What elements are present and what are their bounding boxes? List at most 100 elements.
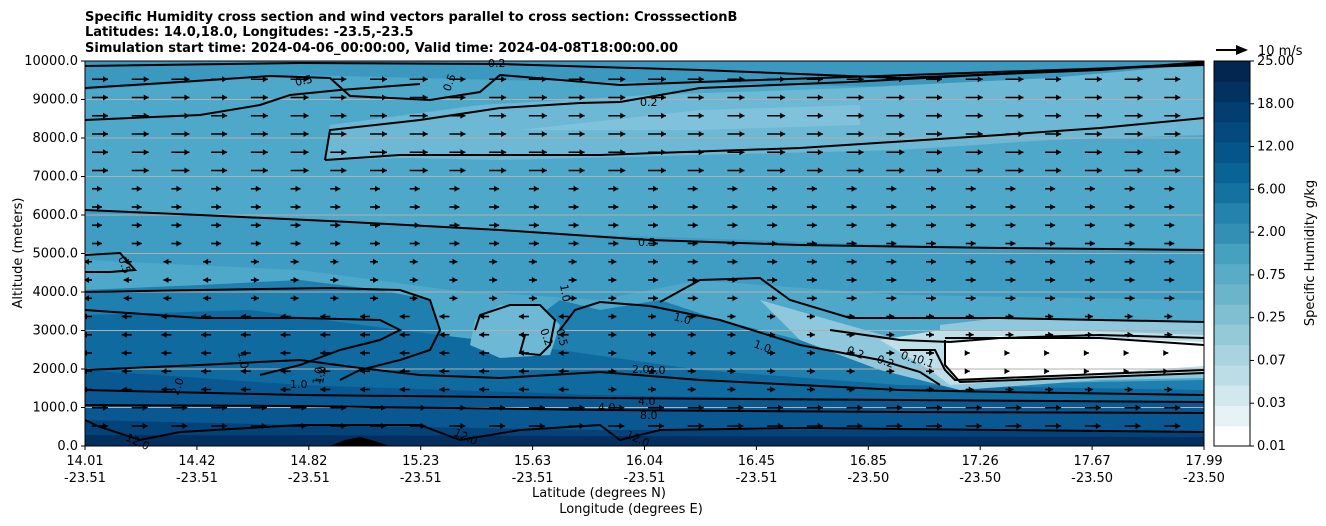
wind-vector-head [780, 94, 786, 101]
wind-vector-head [303, 149, 309, 156]
wind-vector-head [1096, 167, 1102, 174]
wind-vector-head [1129, 185, 1135, 192]
wind-vector-head [1175, 149, 1181, 156]
x-tick-label-lat: 16.04 [626, 454, 663, 469]
wind-vector-head [303, 167, 309, 174]
wind-vector-head [422, 131, 428, 137]
wind-vector-head [1048, 386, 1054, 393]
wind-vector-head [851, 295, 857, 302]
wind-vector-head [261, 404, 267, 411]
wind-vector-head [1169, 295, 1175, 302]
wind-vector-head [1056, 76, 1062, 83]
wind-vector-head [1050, 222, 1056, 229]
wind-vector-head [573, 240, 579, 247]
wind-vector-head [97, 185, 102, 192]
wind-vector-head [780, 76, 786, 83]
wind-vector-head [255, 204, 261, 210]
wind-vector-head [977, 167, 983, 174]
wind-vector-head [201, 386, 207, 393]
x-tick-label-lon: -23.51 [624, 471, 666, 486]
wind-vector-head [452, 258, 458, 265]
wind-vector-head [1089, 277, 1095, 283]
wind-vector-head [422, 94, 428, 101]
wind-vector-head [1010, 185, 1016, 192]
wind-vector-head [203, 258, 209, 265]
wind-vector-head [494, 185, 500, 192]
wind-vector-head [1095, 423, 1101, 429]
colorbar-band [1214, 182, 1250, 204]
wind-vector-head [937, 404, 942, 411]
wind-vector-head [103, 167, 108, 174]
wind-vector-head [1169, 222, 1175, 229]
wind-vector-head [692, 204, 698, 210]
wind-vector-head [611, 313, 617, 320]
wind-vector-head [360, 331, 365, 338]
contour-12-0 [85, 419, 1204, 442]
wind-vector-head [613, 204, 619, 210]
wind-vector-head [1096, 131, 1102, 137]
wind-vector-head [579, 167, 585, 174]
wind-vector-head [661, 131, 666, 137]
wind-vector-head [653, 258, 658, 265]
wind-vector-head [123, 258, 129, 265]
wind-vector-head [533, 204, 539, 210]
wind-vector-head [1135, 404, 1141, 411]
colorbar-band [1214, 121, 1250, 143]
wind-vector-head [479, 313, 485, 320]
wind-vector-head [439, 331, 445, 338]
wind-vector-head [1056, 149, 1062, 156]
x-tick-label-lat: 17.67 [1073, 454, 1110, 469]
wind-vector-head [739, 167, 745, 174]
wind-vector-head [479, 350, 485, 356]
wind-vector-head [103, 131, 108, 137]
wind-vector-head [97, 222, 102, 229]
wind-vector-head [295, 222, 301, 229]
wind-vector-head [780, 149, 786, 156]
contour-1-0-inner [85, 309, 403, 376]
y-tick-label: 5000.0 [33, 247, 79, 262]
wind-vector-head [651, 368, 656, 375]
wind-vector-head [143, 94, 149, 101]
colorbar-band [1214, 162, 1250, 184]
wind-vector-head [817, 167, 823, 174]
y-tick-label: 10000.0 [24, 54, 78, 69]
wind-vector-head [501, 149, 507, 156]
wind-vector-head [690, 350, 696, 356]
wind-vector-head [439, 350, 445, 356]
wind-vector-head [571, 295, 577, 302]
y-tick-label: 0.0 [57, 439, 78, 454]
wind-vector-head [1175, 423, 1181, 429]
chart-title-line-2: Latitudes: 14.0,18.0, Longitudes: -23.5,… [85, 25, 414, 40]
wind-vector-head [1083, 350, 1089, 356]
x-tick-label-lat: 14.42 [178, 454, 215, 469]
wind-vector-head [738, 404, 744, 411]
wind-vector-head [620, 167, 626, 174]
wind-vector-head [500, 404, 506, 411]
wind-vector-head [454, 204, 460, 210]
wind-vector-head [460, 112, 466, 119]
contour-label: 1.0 [235, 350, 251, 369]
wind-vector-head [1004, 350, 1010, 356]
wind-vector-head [280, 331, 286, 338]
terrain [330, 437, 390, 446]
wind-vector-head [899, 131, 905, 137]
wind-vector-head [573, 204, 579, 210]
wind-vector-head [341, 94, 347, 101]
wind-vector-head [341, 404, 347, 411]
wind-vector-head [929, 331, 934, 338]
wind-vector-head [780, 131, 786, 137]
colorbar: 0.01 0.03 0.07 0.25 0.75 2.00 6.00 12.00 18.00 25… [1214, 54, 1294, 454]
x-tick-label-lon: -23.51 [176, 471, 218, 486]
colorbar-frame [1213, 60, 1251, 447]
wind-vector-head [295, 240, 301, 247]
wind-vector-head [739, 94, 745, 101]
colorbar-tick-label: 6.00 [1257, 182, 1286, 197]
wind-vector-head [203, 295, 209, 302]
wind-vector-head [970, 258, 976, 265]
wind-vector-head [558, 313, 564, 320]
wind-vector-head [891, 185, 897, 192]
wind-vector-head [611, 295, 617, 302]
wind-vector-head [976, 423, 982, 429]
wind-vector-head [303, 112, 309, 119]
wind-vector-head [454, 185, 460, 192]
